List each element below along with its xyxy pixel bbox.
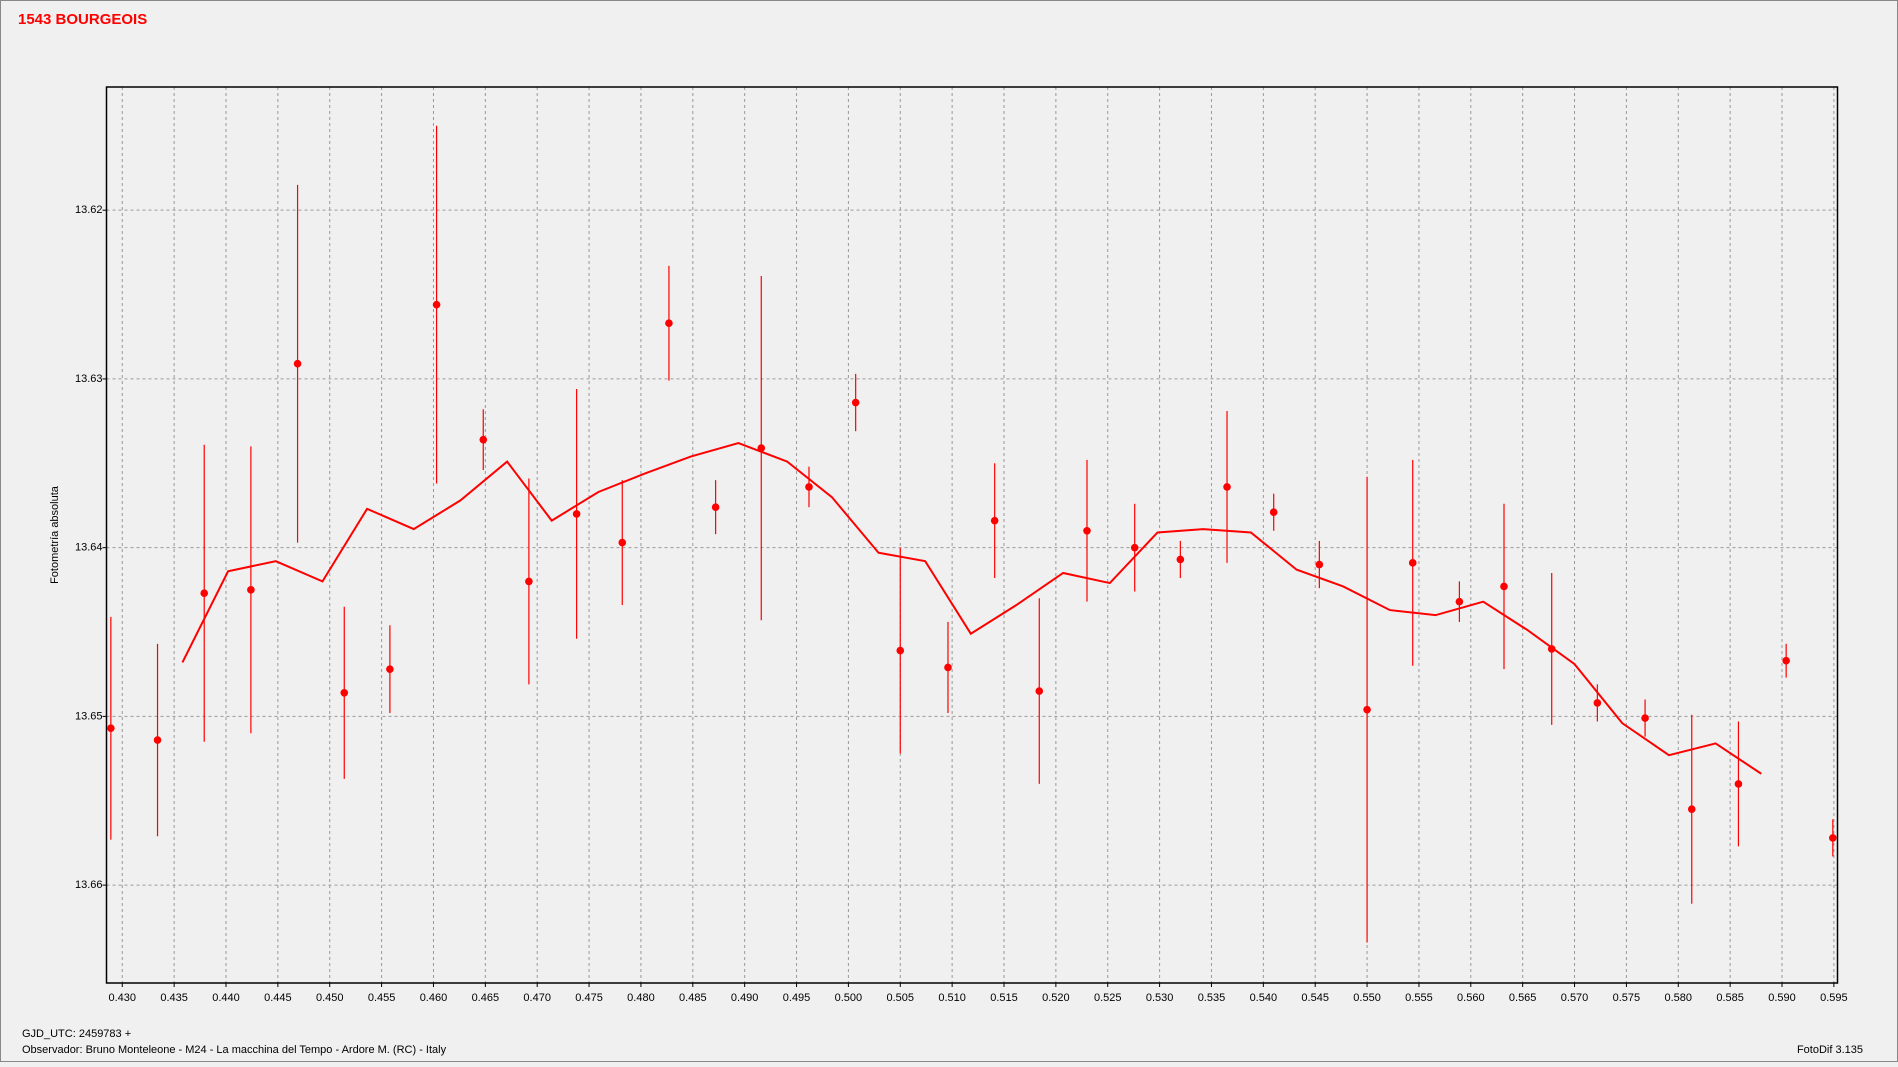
data-point	[1035, 687, 1044, 695]
data-point	[340, 688, 349, 697]
x-tick-label: 0.510	[938, 992, 966, 1004]
trend-line	[181, 441, 1762, 775]
x-tick-label: 0.495	[783, 992, 811, 1004]
data-point	[386, 665, 394, 673]
data-point	[1455, 597, 1464, 606]
data-point	[1547, 645, 1556, 653]
x-tick-label: 0.585	[1716, 992, 1744, 1004]
data-point	[944, 663, 952, 672]
x-tick-label: 0.450	[316, 992, 344, 1004]
data-point	[1130, 543, 1139, 552]
data-point	[1687, 805, 1696, 813]
data-point	[293, 359, 302, 368]
y-tick-label: 13.62	[75, 204, 103, 216]
x-tick-label: 0.490	[731, 992, 759, 1004]
chart-title: 1543 BOURGEOIS	[18, 11, 147, 28]
data-point	[1641, 714, 1649, 722]
x-tick-label: 0.525	[1094, 992, 1122, 1004]
x-tick-label: 0.445	[264, 992, 292, 1004]
x-tick-label: 0.460	[420, 992, 448, 1004]
data-point	[1593, 699, 1602, 707]
x-tick-label: 0.595	[1820, 992, 1848, 1004]
x-tick-label: 0.570	[1561, 992, 1589, 1004]
data-point	[1829, 834, 1837, 842]
x-tick-label: 0.440	[212, 992, 240, 1004]
x-tick-label: 0.475	[575, 992, 603, 1004]
x-tick-label: 0.465	[472, 992, 500, 1004]
data-point	[757, 444, 766, 452]
data-point	[1408, 559, 1417, 567]
data-point	[432, 300, 441, 309]
y-axis-label: Fotometría absoluta	[49, 485, 61, 584]
x-tick-label: 0.590	[1768, 992, 1796, 1004]
data-point	[572, 510, 581, 518]
footer-observer: Observador: Bruno Monteleone - M24 - La …	[22, 1044, 447, 1056]
data-point	[153, 736, 162, 744]
x-tick-label: 0.580	[1665, 992, 1693, 1004]
x-tick-label: 0.555	[1405, 992, 1433, 1004]
data-point	[1176, 555, 1185, 564]
y-tick-label: 13.66	[75, 879, 103, 891]
x-tick-label: 0.455	[368, 992, 396, 1004]
data-point	[107, 724, 115, 733]
y-tick-label: 13.64	[75, 542, 103, 554]
data-point	[851, 398, 860, 407]
data-point	[1363, 705, 1371, 714]
data-point	[1734, 780, 1743, 788]
x-tick-label: 0.430	[109, 992, 137, 1004]
x-tick-label: 0.520	[1042, 992, 1070, 1004]
data-point	[247, 586, 255, 594]
data-point	[1315, 560, 1324, 569]
x-tick-label: 0.575	[1613, 992, 1641, 1004]
x-tick-label: 0.560	[1457, 992, 1485, 1004]
x-tick-label: 0.565	[1509, 992, 1537, 1004]
x-tick-label: 0.545	[1301, 992, 1329, 1004]
plot-border	[105, 86, 1839, 984]
data-point	[1223, 483, 1231, 491]
y-tick-label: 13.63	[75, 373, 103, 385]
x-tick-label: 0.530	[1146, 992, 1174, 1004]
x-tick-label: 0.535	[1198, 992, 1226, 1004]
data-point	[479, 435, 488, 444]
x-tick-label: 0.540	[1250, 992, 1278, 1004]
data-point	[525, 577, 533, 586]
footer-date: GJD_UTC: 2459783 +	[22, 1028, 131, 1040]
data-point	[618, 538, 627, 547]
x-tick-label: 0.515	[990, 992, 1018, 1004]
x-tick-label: 0.435	[160, 992, 188, 1004]
data-point	[805, 483, 813, 491]
data-point	[990, 516, 999, 525]
data-point	[1083, 526, 1091, 535]
data-point	[665, 319, 673, 328]
x-tick-label: 0.470	[523, 992, 551, 1004]
data-point	[1782, 656, 1790, 665]
data-point	[896, 646, 905, 655]
x-tick-label: 0.480	[627, 992, 655, 1004]
footer-software: FotoDif 3.135	[1797, 1044, 1863, 1056]
x-tick-label: 0.505	[887, 992, 915, 1004]
data-point	[711, 503, 720, 511]
data-point	[200, 589, 209, 598]
data-point	[1500, 582, 1508, 591]
x-tick-label: 0.550	[1353, 992, 1381, 1004]
x-tick-label: 0.485	[679, 992, 707, 1004]
data-point	[1269, 508, 1278, 517]
x-tick-label: 0.500	[835, 992, 863, 1004]
y-tick-label: 13.65	[75, 710, 103, 722]
